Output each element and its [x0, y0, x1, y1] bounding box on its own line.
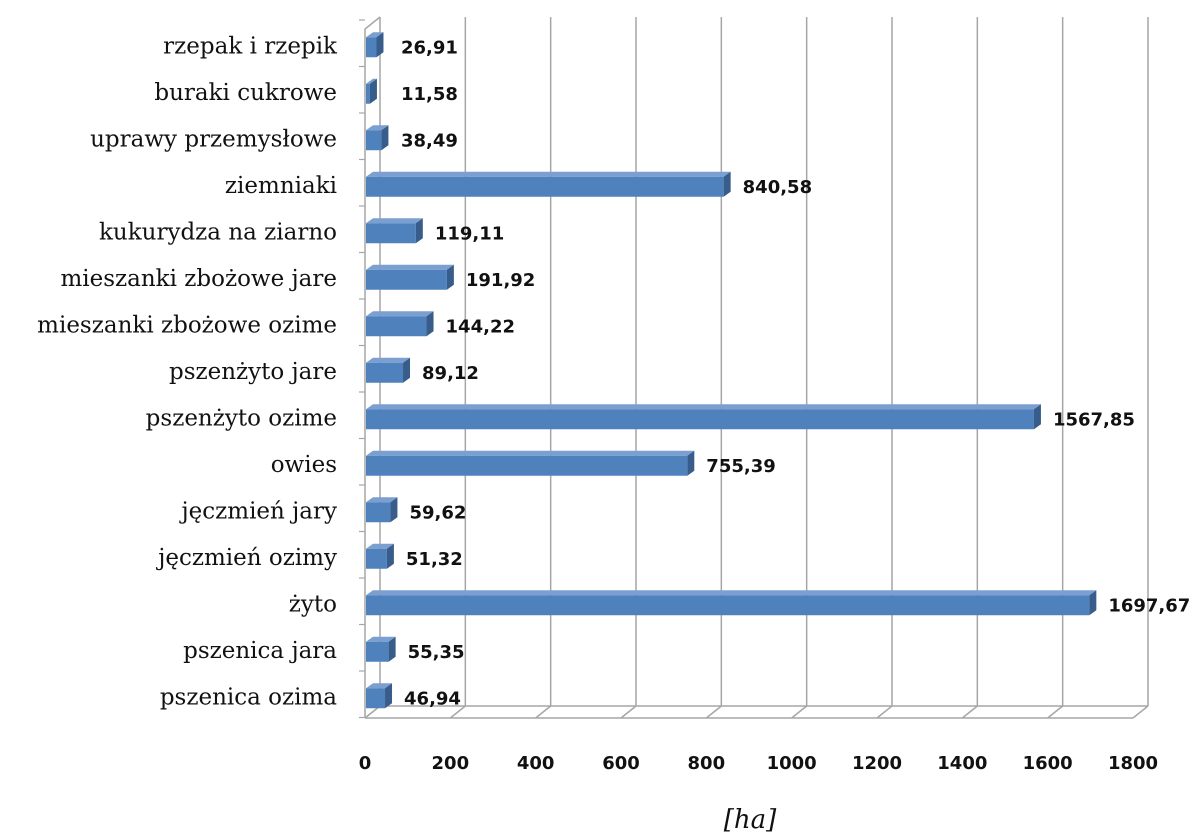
bar [366, 264, 454, 290]
bars [366, 32, 1097, 709]
x-tick-label: 1800 [1108, 753, 1158, 774]
value-label: 191,92 [466, 270, 535, 291]
value-label: 38,49 [401, 130, 458, 151]
y-axis-wall [364, 16, 381, 718]
x-tick-label: 1000 [767, 753, 817, 774]
floor-tick [449, 705, 466, 719]
bar [366, 125, 389, 151]
value-label: 55,35 [408, 642, 465, 663]
bar [366, 32, 384, 58]
category-label: pszenżyto jare [169, 359, 337, 385]
x-tick-label: 1200 [852, 753, 902, 774]
bar [366, 311, 434, 337]
category-label: owies [271, 452, 337, 478]
bar [366, 218, 423, 244]
x-tick-label: 600 [602, 753, 640, 774]
bar [366, 171, 731, 197]
category-label: rzepak i rzepik [163, 33, 338, 59]
x-tick-label: 1400 [937, 753, 987, 774]
value-label: 755,39 [706, 456, 775, 477]
x-tick-label: 800 [688, 753, 726, 774]
category-label: ziemniaki [225, 173, 337, 199]
value-label: 11,58 [401, 84, 458, 105]
value-label: 26,91 [401, 37, 458, 58]
floor-tick [620, 705, 637, 719]
value-label: 89,12 [422, 363, 479, 384]
floor-tick [791, 705, 808, 719]
value-label: 51,32 [406, 549, 463, 570]
bar [366, 404, 1041, 430]
bar [366, 497, 398, 523]
floor-tick [876, 705, 893, 719]
category-label: pszenżyto ozime [146, 405, 337, 431]
floor-tick [535, 705, 552, 719]
category-label: mieszanki zbożowe jare [60, 266, 337, 292]
bar [366, 357, 411, 383]
value-label: 1567,85 [1053, 409, 1135, 430]
floor-tick [1132, 705, 1149, 719]
category-label: jęczmień ozimy [155, 545, 337, 571]
bar [366, 543, 394, 569]
bar [366, 78, 377, 104]
x-tick-label: 400 [517, 753, 555, 774]
value-label: 59,62 [409, 502, 466, 523]
category-label: pszenica ozima [160, 684, 337, 710]
value-label: 46,94 [404, 688, 461, 709]
category-label: mieszanki zbożowe ozime [37, 312, 337, 338]
value-label: 144,22 [446, 316, 515, 337]
bar [366, 683, 393, 709]
value-labels: 26,91 11,58 38,49 840,58 119,11 191,92 144,22 8… [401, 37, 1190, 709]
category-label: buraki cukrowe [154, 80, 337, 106]
category-label: żyto [289, 591, 337, 617]
x-tick-label: 200 [432, 753, 470, 774]
floor-tick [961, 705, 978, 719]
floor-tick [705, 705, 722, 719]
x-tick-label: 1600 [1023, 753, 1073, 774]
category-labels: rzepak i rzepik buraki cukrowe uprawy prze… [37, 33, 338, 710]
category-label: uprawy przemysłowe [90, 126, 337, 152]
category-label: pszenica jara [183, 638, 337, 664]
bar [366, 590, 1097, 616]
category-label: jęczmień jary [179, 498, 337, 524]
value-label: 119,11 [435, 223, 504, 244]
floor-tick [1047, 705, 1064, 719]
x-tick-label: 0 [359, 753, 372, 774]
x-tick-labels: 0 200 400 600 800 1000 1200 1400 1600 1800 [359, 753, 1158, 774]
axes [359, 16, 1148, 719]
x-axis-title: [ha] [724, 805, 777, 832]
value-label: 1697,67 [1108, 595, 1190, 616]
bar [366, 450, 695, 476]
category-label: kukurydza na ziarno [99, 219, 337, 245]
value-label: 840,58 [743, 177, 812, 198]
bar [366, 636, 396, 662]
